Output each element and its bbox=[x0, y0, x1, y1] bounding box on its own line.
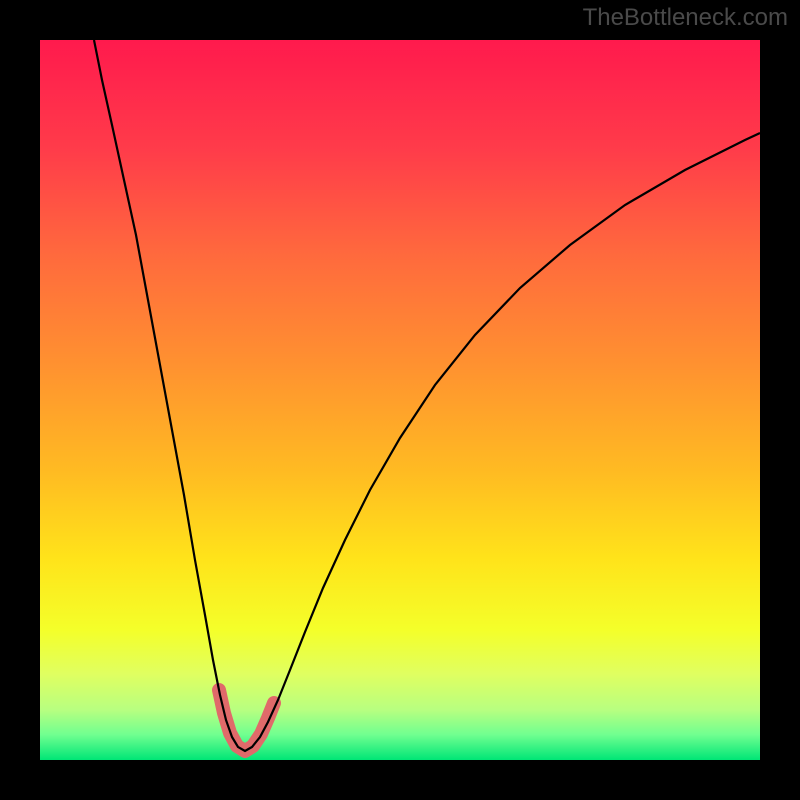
curve-layer bbox=[40, 40, 760, 760]
watermark-text: TheBottleneck.com bbox=[583, 4, 788, 32]
bottleneck-curve bbox=[94, 40, 760, 751]
plot-area bbox=[40, 40, 760, 760]
